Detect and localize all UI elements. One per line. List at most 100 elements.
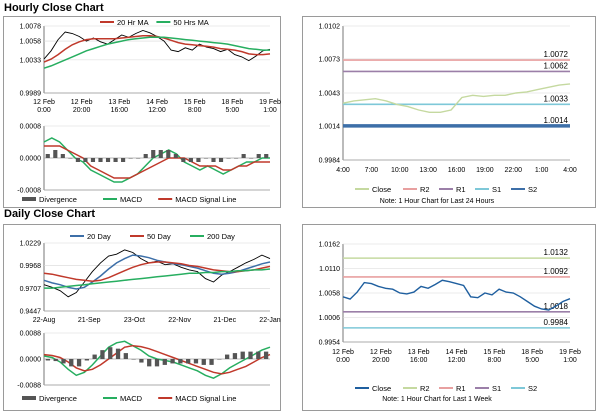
- hourly_pivot-xtick-label: 22:00: [504, 167, 522, 174]
- daily-pivot-legend-label: S2: [528, 384, 537, 393]
- daily-right-frame: [302, 224, 596, 411]
- hourly_pivot-level-label-r2: 1.0072: [544, 50, 569, 59]
- hourly_macd-divergence-bar: [173, 154, 178, 158]
- hourly_macd-divergence-bar: [75, 158, 80, 162]
- hourly_price-xtick-label: 5:00: [226, 107, 240, 114]
- hourly-macd-legend-label: MACD Signal Line: [175, 195, 236, 204]
- hourly_macd-divergence-bar: [226, 158, 231, 159]
- hourly_macd-divergence-bar: [218, 158, 224, 162]
- daily_macd-divergence-bar: [131, 359, 136, 360]
- hourly_pivot-xtick-label: 19:00: [476, 167, 494, 174]
- daily_macd-divergence-bar: [217, 359, 222, 360]
- hourly-left-frame: [3, 16, 281, 208]
- hourly_macd-divergence-bar: [203, 158, 209, 159]
- daily_pivot-xtick-label: 15 Feb: [483, 349, 505, 356]
- hourly_macd-ytick-label: 0.0000: [20, 156, 42, 163]
- hourly_pivot-level-label-s1: 1.0033: [544, 94, 569, 103]
- hourly-pivot-legend-label: R2: [420, 185, 430, 194]
- hourly_price-series-20-hr-ma: [43, 35, 271, 63]
- daily_macd-divergence-bar: [84, 359, 90, 361]
- daily_price-series-close: [43, 249, 271, 298]
- daily_pivot-xtick-label: 8:00: [488, 357, 502, 364]
- daily_pivot-xtick-label: 12 Feb: [332, 349, 354, 356]
- daily_macd-divergence-bar: [248, 351, 253, 359]
- daily_macd-divergence-bar: [201, 359, 206, 365]
- hourly-pivot-legend-label: Close: [372, 185, 391, 194]
- hourly_macd-divergence-bar: [98, 158, 103, 162]
- hourly_macd-divergence-bar: [166, 150, 171, 158]
- daily_pivot-xtick-label: 1:00: [563, 357, 577, 364]
- daily-macd-legend-label: Divergence: [39, 394, 77, 403]
- hourly_pivot-level-label-r1: 1.0062: [544, 61, 569, 70]
- hourly-pivot-legend-label: S1: [492, 185, 501, 194]
- daily_macd-divergence-bar: [108, 347, 113, 359]
- hourly_price-ytick-label: 1.0033: [20, 57, 42, 64]
- hourly_price-ytick-label: 1.0058: [20, 39, 42, 46]
- daily_pivot-xtick-label: 5:00: [525, 357, 539, 364]
- daily_price-series-200-day: [44, 268, 271, 289]
- hourly_pivot-xtick-label: 10:00: [391, 167, 409, 174]
- daily_pivot-ytick-label: 1.0006: [319, 315, 341, 322]
- hourly_price-ytick-label: 1.0078: [20, 24, 42, 31]
- daily_price-xtick-label: 22-Jan: [259, 317, 281, 324]
- hourly_macd-divergence-bar: [211, 158, 216, 162]
- daily_macd-divergence-bar: [178, 359, 183, 364]
- daily_macd-divergence-bar: [53, 359, 58, 362]
- hourly-price-legend-label: 50 Hrs MA: [173, 18, 208, 27]
- daily_pivot-xtick-label: 16:00: [410, 357, 428, 364]
- daily_macd-divergence-bar: [69, 359, 74, 367]
- daily_macd-divergence-bar: [92, 354, 97, 359]
- hourly-pivot-legend-label: R1: [456, 185, 466, 194]
- hourly_price-xtick-label: 8:00: [188, 107, 202, 114]
- daily-left-frame: [3, 224, 281, 411]
- daily_macd-ytick-label: 0.0088: [20, 331, 42, 338]
- daily_pivot-xtick-label: 18 Feb: [521, 349, 543, 356]
- daily_price-xtick-label: 21-Dec: [214, 317, 237, 324]
- hourly_pivot-xtick-label: 16:00: [448, 167, 466, 174]
- daily_pivot-level-label-s2: 0.9984: [544, 318, 569, 327]
- daily_macd-divergence-bar: [115, 348, 121, 359]
- hourly_price-xtick-label: 13 Feb: [108, 99, 130, 106]
- daily_macd-divergence-bar: [61, 359, 66, 364]
- daily_macd-divergence-bar: [209, 359, 214, 365]
- hourly_macd-divergence-bar: [128, 158, 133, 159]
- daily-pivot-note: Note: 1 Hour Chart for Last 1 Week: [382, 396, 492, 403]
- daily_macd-divergence-bar: [100, 350, 105, 359]
- hourly_macd-divergence-bar: [196, 158, 201, 162]
- hourly_macd-series-macd-signal-line: [44, 145, 270, 179]
- hourly-right-frame: [302, 16, 596, 208]
- hourly_pivot-xtick-label: 1:00: [535, 167, 549, 174]
- daily_macd-divergence-bar: [186, 359, 191, 364]
- daily_pivot-xtick-label: 12 Feb: [370, 349, 392, 356]
- daily_macd-divergence-bar: [263, 351, 269, 359]
- daily-pivot-legend-label: R1: [456, 384, 466, 393]
- daily_macd-divergence-bar: [45, 359, 51, 361]
- hourly-macd-legend-swatch: [22, 197, 36, 201]
- hourly_macd-divergence-bar: [68, 158, 73, 159]
- daily_macd-divergence-bar: [224, 354, 230, 359]
- hourly_macd-divergence-bar: [181, 158, 186, 162]
- hourly_macd-divergence-bar: [45, 154, 50, 158]
- daily_macd-series-macd-signal-line: [43, 344, 271, 375]
- daily_price-xtick-label: 22-Nov: [168, 317, 191, 324]
- hourly_pivot-ytick-label: 0.9984: [319, 158, 341, 165]
- daily-macd-legend-label: MACD: [120, 394, 143, 403]
- daily_macd-divergence-bar: [139, 359, 144, 363]
- hourly_pivot-xtick-label: 13:00: [419, 167, 437, 174]
- hourly_price-xtick-label: 16:00: [111, 107, 129, 114]
- daily_pivot-series-close: [342, 279, 571, 311]
- hourly_pivot-series-close: [342, 83, 571, 114]
- daily-macd-legend-label: MACD Signal Line: [175, 394, 236, 403]
- daily_macd-divergence-bar: [240, 351, 245, 359]
- hourly_macd-divergence-bar: [53, 150, 58, 158]
- daily_pivot-ytick-label: 1.0162: [319, 242, 341, 249]
- hourly_macd-divergence-bar: [151, 150, 156, 158]
- daily_macd-divergence-bar: [256, 351, 261, 359]
- daily_price-xtick-label: 23-Oct: [124, 317, 145, 324]
- daily_pivot-ytick-label: 1.0110: [319, 266, 340, 273]
- daily-price-legend-label: 200 Day: [207, 232, 235, 241]
- hourly_macd-divergence-bar: [90, 158, 96, 162]
- hourly_macd-divergence-bar: [234, 158, 239, 159]
- daily_macd-divergence-bar: [232, 353, 238, 359]
